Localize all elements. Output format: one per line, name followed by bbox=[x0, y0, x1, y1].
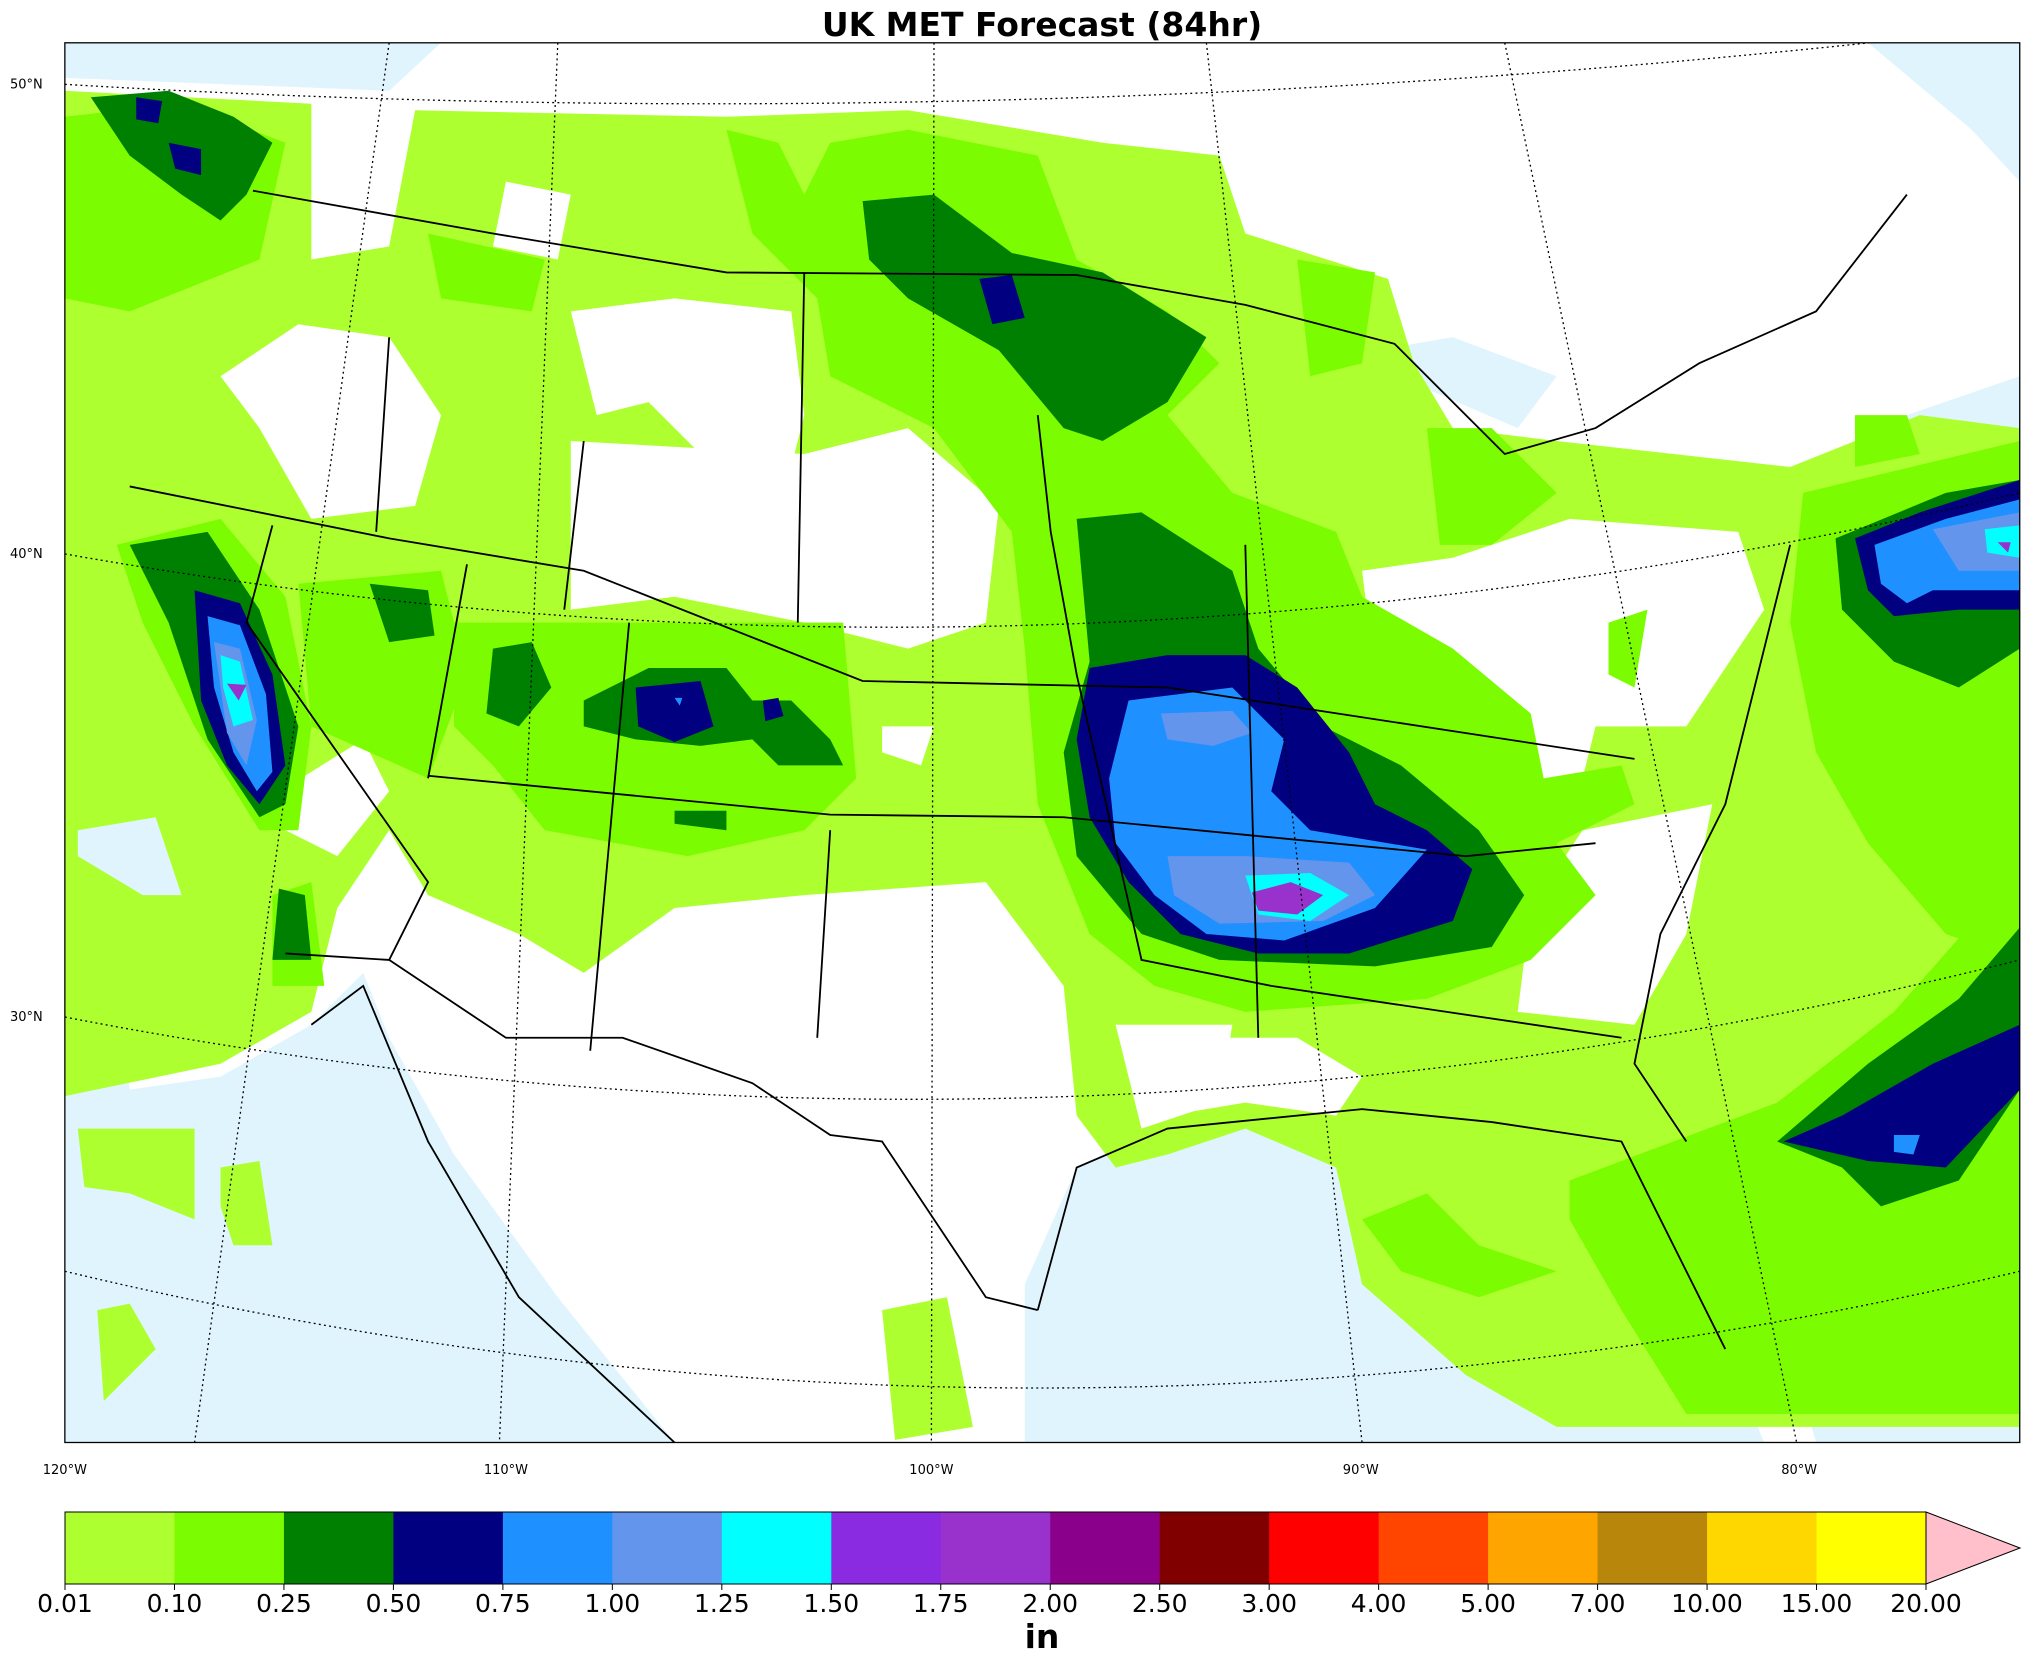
colorbar-tick-label: 1.00 bbox=[585, 1589, 641, 1618]
colorbar-tick-label: 0.75 bbox=[475, 1589, 531, 1618]
map-frame bbox=[64, 42, 2021, 1444]
colorbar-swatch bbox=[283, 1512, 394, 1584]
colorbar-swatch bbox=[1378, 1512, 1489, 1584]
lon-label: 80°W bbox=[1781, 1463, 1817, 1478]
lon-label: 120°W bbox=[43, 1463, 87, 1478]
lon-labels: 120°W 110°W 100°W 90°W 80°W bbox=[43, 1463, 1818, 1478]
lon-label: 100°W bbox=[909, 1463, 953, 1478]
borders bbox=[129, 189, 1908, 1443]
lat-label: 50°N bbox=[10, 77, 43, 92]
lat-labels: 50°N 40°N 30°N bbox=[10, 77, 43, 1025]
colorbar-swatch bbox=[174, 1512, 285, 1584]
colorbar-unit: in bbox=[1025, 1617, 1060, 1656]
colorbar-swatch bbox=[393, 1512, 504, 1584]
colorbar-tick-label: 0.25 bbox=[256, 1589, 312, 1618]
colorbar-tick-label: 4.00 bbox=[1351, 1589, 1407, 1618]
colorbar-tick-label: 1.50 bbox=[803, 1589, 859, 1618]
colorbar-extend bbox=[1925, 1511, 2022, 1585]
colorbar-swatch bbox=[1269, 1512, 1380, 1584]
colorbar-tick-label: 0.01 bbox=[37, 1589, 93, 1618]
precipitation bbox=[64, 90, 2020, 1440]
colorbar-swatch bbox=[65, 1512, 175, 1584]
colorbar-swatch bbox=[612, 1512, 723, 1584]
colorbar-tick-label: 15.00 bbox=[1781, 1589, 1853, 1618]
colorbar-swatch bbox=[831, 1512, 942, 1584]
colorbar: 0.01 0.10 0.25 0.50 0.75 1.00 1.25 1.50 1.75 2.00… bbox=[37, 1511, 2022, 1618]
colorbar-tick-label: 5.00 bbox=[1460, 1589, 1516, 1618]
lat-label: 30°N bbox=[10, 1010, 43, 1025]
colorbar-swatch bbox=[1816, 1512, 1927, 1584]
colorbar-tick-label: 1.75 bbox=[913, 1589, 969, 1618]
colorbar-swatch bbox=[1597, 1512, 1708, 1584]
colorbar-tick-label: 0.10 bbox=[147, 1589, 203, 1618]
colorbar-swatch bbox=[940, 1512, 1051, 1584]
colorbar-tick-label: 10.00 bbox=[1671, 1589, 1743, 1618]
graticule bbox=[64, 42, 2020, 1443]
colorbar-tick-label: 1.25 bbox=[694, 1589, 750, 1618]
colorbar-tick-label: 0.50 bbox=[366, 1589, 422, 1618]
lat-label: 40°N bbox=[10, 547, 43, 562]
colorbar-tick-label: 2.00 bbox=[1022, 1589, 1078, 1618]
map bbox=[64, 42, 2021, 1444]
colorbar-tick-label: 2.50 bbox=[1132, 1589, 1188, 1618]
colorbar-swatch bbox=[1707, 1512, 1818, 1584]
map-title: UK MET Forecast (84hr) bbox=[822, 5, 1262, 44]
colorbar-tick-label: 7.00 bbox=[1570, 1589, 1626, 1618]
colorbar-swatch bbox=[721, 1512, 832, 1584]
lon-label: 90°W bbox=[1343, 1463, 1379, 1478]
colorbar-frame bbox=[64, 1511, 1927, 1585]
colorbar-swatch bbox=[1159, 1512, 1270, 1584]
colorbar-tick-label: 20.00 bbox=[1890, 1589, 1962, 1618]
colorbar-swatch bbox=[502, 1512, 613, 1584]
colorbar-tick-label: 3.00 bbox=[1241, 1589, 1297, 1618]
lon-label: 110°W bbox=[484, 1463, 528, 1478]
colorbar-swatch bbox=[1488, 1512, 1599, 1584]
colorbar-swatch bbox=[1050, 1512, 1161, 1584]
